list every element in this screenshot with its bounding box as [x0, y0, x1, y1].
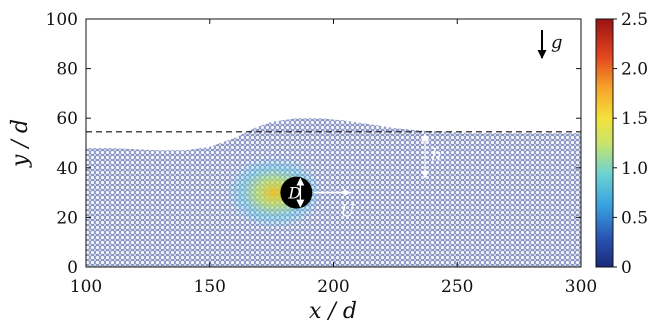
y-axis-ticks: 0 20 40 60 80 100	[46, 10, 581, 278]
x-axis-label: x / d	[309, 299, 357, 324]
colorbar-tick-label: 2.0	[621, 60, 648, 80]
diameter-label: D	[287, 184, 301, 203]
y-tick-label: 0	[67, 258, 78, 278]
y-axis-label: y / d	[8, 119, 33, 168]
velocity-heat-region	[226, 156, 323, 229]
x-tick-label: 150	[194, 277, 226, 297]
y-tick-label: 100	[46, 10, 78, 30]
colorbar-tick-label: 0	[621, 258, 632, 278]
colorbar-tick-label: 0.5	[621, 208, 648, 228]
colorbar	[595, 18, 614, 268]
depth-label: h	[431, 145, 442, 165]
x-tick-label: 300	[565, 277, 597, 297]
x-tick-label: 100	[70, 277, 102, 297]
gravity-label: g	[551, 32, 563, 53]
colorbar-ticks: 0 0.5 1.0 1.5 2.0 2.5	[613, 10, 648, 278]
y-tick-label: 80	[56, 60, 78, 80]
colorbar-tick-label: 1.0	[621, 159, 648, 179]
x-axis-ticks: 100 150 200 250 300	[70, 19, 597, 297]
y-tick-label: 40	[56, 159, 78, 179]
colorbar-tick-label: 1.5	[621, 109, 648, 129]
colorbar-tick-label: 2.5	[621, 10, 648, 30]
y-tick-label: 20	[56, 208, 78, 228]
intruder-disk: D U	[280, 176, 355, 222]
velocity-label: U	[340, 202, 355, 222]
x-tick-label: 250	[441, 277, 473, 297]
x-tick-label: 200	[317, 277, 349, 297]
y-tick-label: 60	[56, 109, 78, 129]
